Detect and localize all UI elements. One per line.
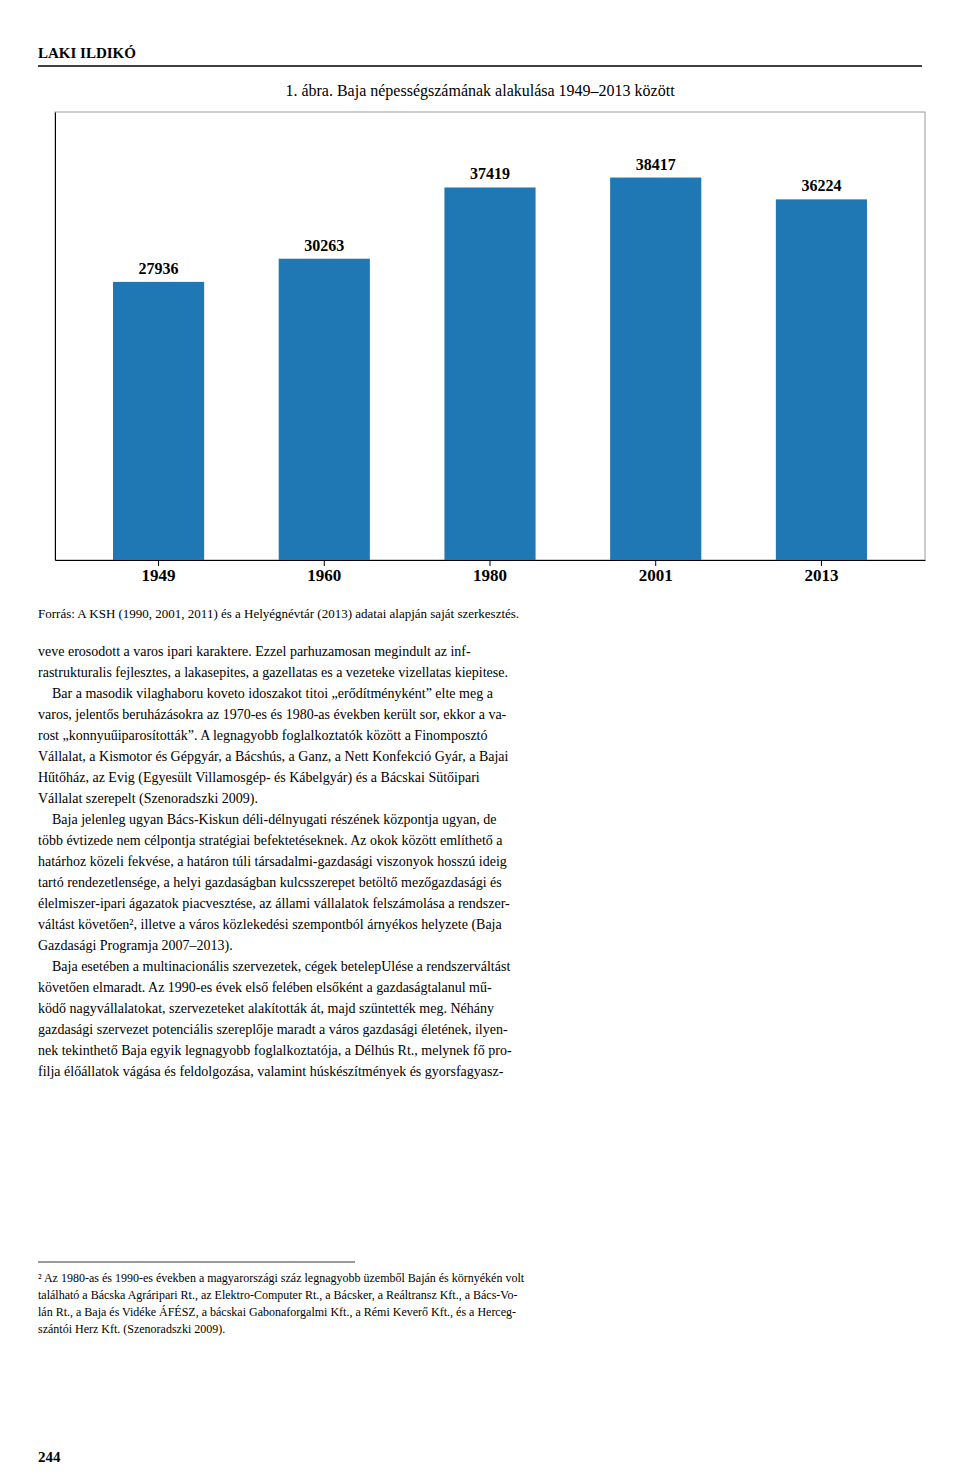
body-line: élelmiszer-ipari ágazatok piacvesztése, …: [38, 896, 510, 911]
page-number: 244: [38, 1449, 61, 1465]
bar: [610, 178, 701, 560]
x-tick-label: 2013: [804, 566, 838, 585]
x-tick: 2013: [804, 560, 838, 585]
body-line: Bar a masodik vilaghaboru koveto idoszak…: [38, 686, 494, 701]
body-line: gazdasági szervezet potenciális szereplő…: [38, 1022, 508, 1037]
footnote-line: lán Rt., a Baja és Vidéke ÁFÉSZ, a bácsk…: [38, 1305, 516, 1319]
x-tick-label: 1960: [307, 566, 341, 585]
body-line: tartó rendezetlensége, a helyi gazdaságb…: [38, 875, 502, 890]
body-line: veve erosodott a varos ipari karaktere. …: [38, 644, 471, 659]
body-line: váltást követően², illetve a város közle…: [38, 917, 502, 933]
bar: [113, 282, 204, 560]
bar: [279, 259, 370, 560]
page-header: LAKI ILDIKÓ: [38, 45, 136, 61]
body-text: veve erosodott a varos ipari karaktere. …: [38, 644, 512, 1079]
body-line: varos, jelentős beruházásokra az 1970-es…: [38, 707, 507, 722]
page: LAKI ILDIKÓ 1. ábra. Baja népességszámána…: [0, 0, 960, 1484]
body-line: rost „konnyuűiparosították”. A legnagyob…: [38, 728, 487, 743]
chart-title: 1. ábra. Baja népességszámának alakulása…: [285, 82, 675, 100]
data-labels: 27936 30263 37419 38417 36224: [139, 156, 842, 277]
x-tick: 2001: [639, 560, 673, 585]
body-line: filja élőállatok vágása és feldolgozása,…: [38, 1064, 504, 1079]
footnote-line: található a Bácska Agráripari Rt., az El…: [38, 1288, 517, 1302]
bar: [776, 199, 867, 560]
data-label: 27936: [139, 260, 179, 277]
footnote-line: ² Az 1980-as és 1990-es években a magyar…: [38, 1271, 525, 1285]
body-line: Baja jelenleg ugyan Bács-Kiskun déli-dél…: [38, 812, 496, 827]
body-line: Vállalat szerepelt (Szenoradszki 2009).: [38, 791, 258, 807]
plot-frame: [55, 112, 925, 560]
body-line: Hűtőház, az Evig (Egyesült Villamosgép- …: [38, 770, 480, 786]
body-line: Baja esetében a multinacionális szerveze…: [38, 959, 510, 974]
body-line: követően elmaradt. Az 1990-es évek első …: [38, 980, 492, 995]
footnote-rule: [38, 1262, 355, 1263]
y-axis: [55, 113, 56, 561]
body-line: Vállalat, a Kismotor és Gépgyár, a Bácsh…: [38, 749, 509, 764]
body-line: nek tekinthető Baja egyik legnagyobb fog…: [38, 1043, 512, 1058]
data-label: 30263: [304, 237, 344, 254]
body-line: határhoz közeli fekvése, a határon túli …: [38, 854, 507, 869]
x-tick: 1960: [307, 560, 341, 585]
body-line: Gazdasági Programja 2007–2013).: [38, 938, 233, 954]
bars: [113, 178, 867, 560]
x-tick-label: 1949: [142, 566, 176, 585]
data-label: 37419: [470, 165, 510, 182]
body-line: több évtizede nem célpontja stratégiai b…: [38, 833, 503, 848]
y-axis-line: [55, 113, 56, 561]
x-tick: 1949: [142, 560, 176, 585]
body-line: rastrukturalis fejlesztes, a lakasepites…: [38, 665, 508, 680]
footnote: ² Az 1980-as és 1990-es években a magyar…: [38, 1271, 525, 1336]
bar: [444, 187, 535, 560]
x-tick: 1980: [473, 560, 507, 585]
data-label: 38417: [636, 156, 676, 173]
data-label: 36224: [801, 177, 841, 194]
footnote-line: szántói Herz Kft. (Szenoradszki 2009).: [38, 1322, 225, 1336]
x-axis: 1949 1960 1980 2001 2013: [56, 560, 926, 585]
x-tick-label: 1980: [473, 566, 507, 585]
header-rule: [38, 65, 922, 67]
body-line: ködő nagyvállalatokat, szervezeteket ala…: [38, 1001, 494, 1016]
source: Forrás: A KSH (1990, 2001, 2011) és a He…: [38, 606, 519, 621]
x-tick-label: 2001: [639, 566, 673, 585]
